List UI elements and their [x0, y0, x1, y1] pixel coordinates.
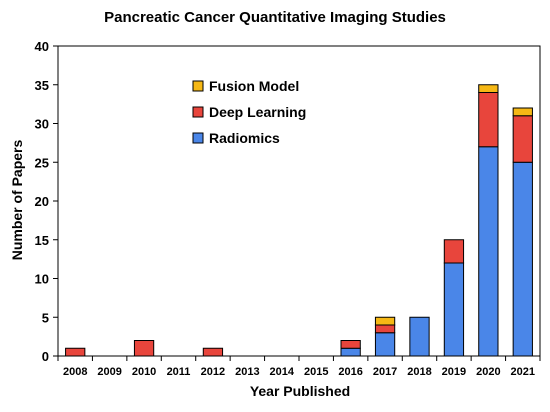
x-tick-label-2016: 2016 [338, 366, 362, 378]
y-tick-label: 5 [42, 310, 49, 325]
x-tick-label-2008: 2008 [63, 366, 87, 378]
x-tick-label-2014: 2014 [270, 366, 295, 378]
legend-swatch-deep-learning [192, 106, 204, 118]
chart-title: Pancreatic Cancer Quantitative Imaging S… [104, 9, 446, 26]
bar-deep-learning-2010 [133, 340, 155, 357]
x-tick-label-2012: 2012 [201, 366, 225, 378]
bar-deep-learning-2008 [65, 347, 86, 357]
bar-deep-learning-2016 [340, 340, 361, 349]
x-tick-label-2013: 2013 [235, 366, 259, 378]
bar-fusion-model-2020 [478, 84, 499, 93]
x-tick-label-2009: 2009 [97, 366, 121, 378]
bar-radiomics-2018 [409, 316, 430, 357]
bar-deep-learning-2017 [374, 324, 396, 334]
legend-swatch-radiomics [192, 132, 204, 144]
bar-deep-learning-2021 [512, 115, 533, 163]
y-tick-label: 0 [42, 349, 49, 364]
x-tick-label-2010: 2010 [132, 366, 156, 378]
bar-deep-learning-2012 [202, 347, 224, 357]
bar-radiomics-2019 [443, 262, 465, 357]
y-tick-label: 20 [35, 194, 49, 209]
x-tick-label-2018: 2018 [407, 366, 431, 378]
legend-label-radiomics: Radiomics [209, 130, 280, 146]
bar-fusion-model-2017 [374, 316, 396, 326]
y-axis-title: Number of Papers [9, 139, 25, 260]
y-tick-label: 10 [35, 272, 49, 287]
legend-label-deep-learning: Deep Learning [209, 104, 306, 120]
legend: Fusion Model Deep Learning Radiomics [192, 78, 306, 146]
bar-fusion-model-2021 [512, 107, 533, 117]
bar-radiomics-2020 [478, 146, 499, 357]
bar-radiomics-2021 [512, 161, 533, 357]
y-tick-label: 25 [35, 155, 49, 170]
bars-layer [65, 84, 533, 357]
bar-radiomics-2016 [340, 347, 361, 357]
y-tick-label: 35 [35, 78, 49, 93]
x-tick-label-2015: 2015 [304, 366, 328, 378]
legend-swatch-fusion-model [192, 80, 204, 92]
axes-layer: 0 5 10 15 20 25 30 35 40 2008 2009 2010 2011 2012 2013… [35, 39, 541, 378]
x-axis-title: Year Published [250, 383, 350, 399]
x-tick-label-2011: 2011 [167, 366, 191, 378]
x-tick-label-2021: 2021 [511, 366, 535, 378]
bar-deep-learning-2020 [478, 92, 499, 148]
x-tick-label-2019: 2019 [442, 366, 466, 378]
bar-deep-learning-2019 [443, 239, 465, 264]
legend-label-fusion-model: Fusion Model [209, 78, 299, 94]
y-tick-label: 40 [35, 39, 49, 54]
y-tick-label: 15 [35, 233, 49, 248]
y-tick-label: 30 [35, 117, 49, 132]
x-tick-label-2017: 2017 [373, 366, 397, 378]
x-tick-label-2020: 2020 [476, 366, 500, 378]
bar-radiomics-2017 [374, 332, 396, 357]
